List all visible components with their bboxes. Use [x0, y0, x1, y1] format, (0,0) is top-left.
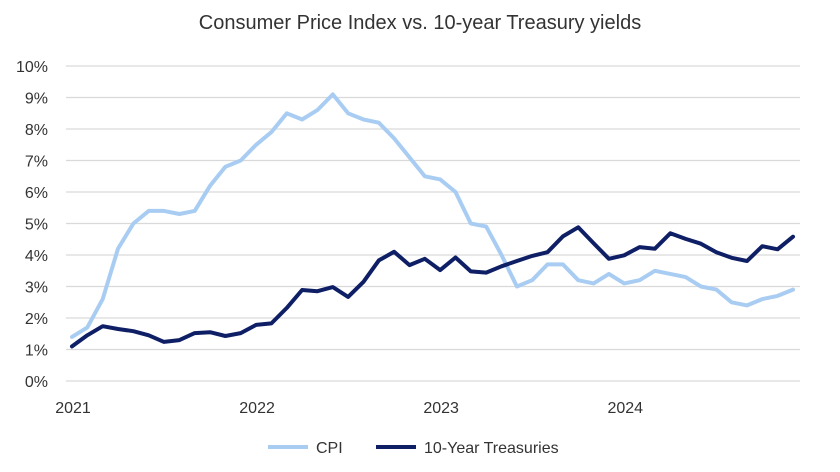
legend-label: CPI — [316, 440, 343, 457]
chart-title: Consumer Price Index vs. 10-year Treasur… — [199, 12, 641, 34]
y-tick-label: 7% — [25, 154, 48, 171]
x-tick-label: 2023 — [423, 400, 459, 417]
y-tick-label: 9% — [25, 91, 48, 108]
x-tick-label: 2024 — [607, 400, 643, 417]
y-tick-label: 0% — [25, 374, 48, 391]
y-tick-label: 8% — [25, 122, 48, 139]
legend-label: 10-Year Treasuries — [424, 440, 559, 457]
y-tick-label: 6% — [25, 185, 48, 202]
series-line-cpi — [70, 92, 795, 339]
y-tick-label: 5% — [25, 217, 48, 234]
y-tick-label: 4% — [25, 248, 48, 265]
y-tick-label: 2% — [25, 311, 48, 328]
x-tick-label: 2022 — [239, 400, 275, 417]
x-tick-label: 2021 — [55, 400, 91, 417]
y-tick-label: 3% — [25, 280, 48, 297]
series-line-treasuries — [70, 225, 795, 349]
y-tick-label: 10% — [16, 59, 48, 76]
y-tick-label: 1% — [25, 343, 48, 360]
